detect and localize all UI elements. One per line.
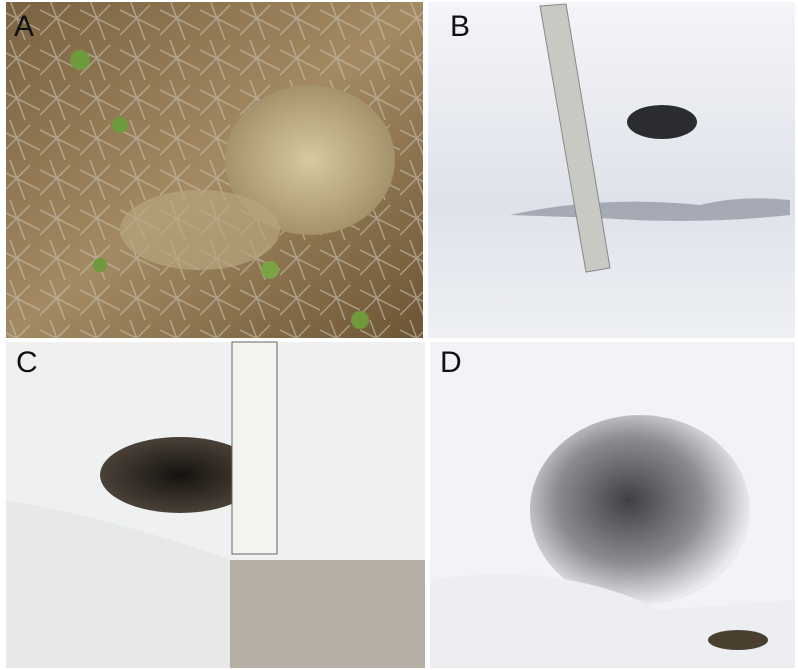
panel-d: D — [430, 342, 795, 668]
panel-label: D — [440, 346, 462, 379]
panel-label: B — [450, 10, 470, 43]
panel-label: C — [16, 346, 38, 379]
panel-c: C — [6, 341, 425, 668]
panel-a: A — [6, 2, 423, 338]
panel-b: B — [428, 2, 795, 338]
panel-label: A — [14, 10, 34, 43]
